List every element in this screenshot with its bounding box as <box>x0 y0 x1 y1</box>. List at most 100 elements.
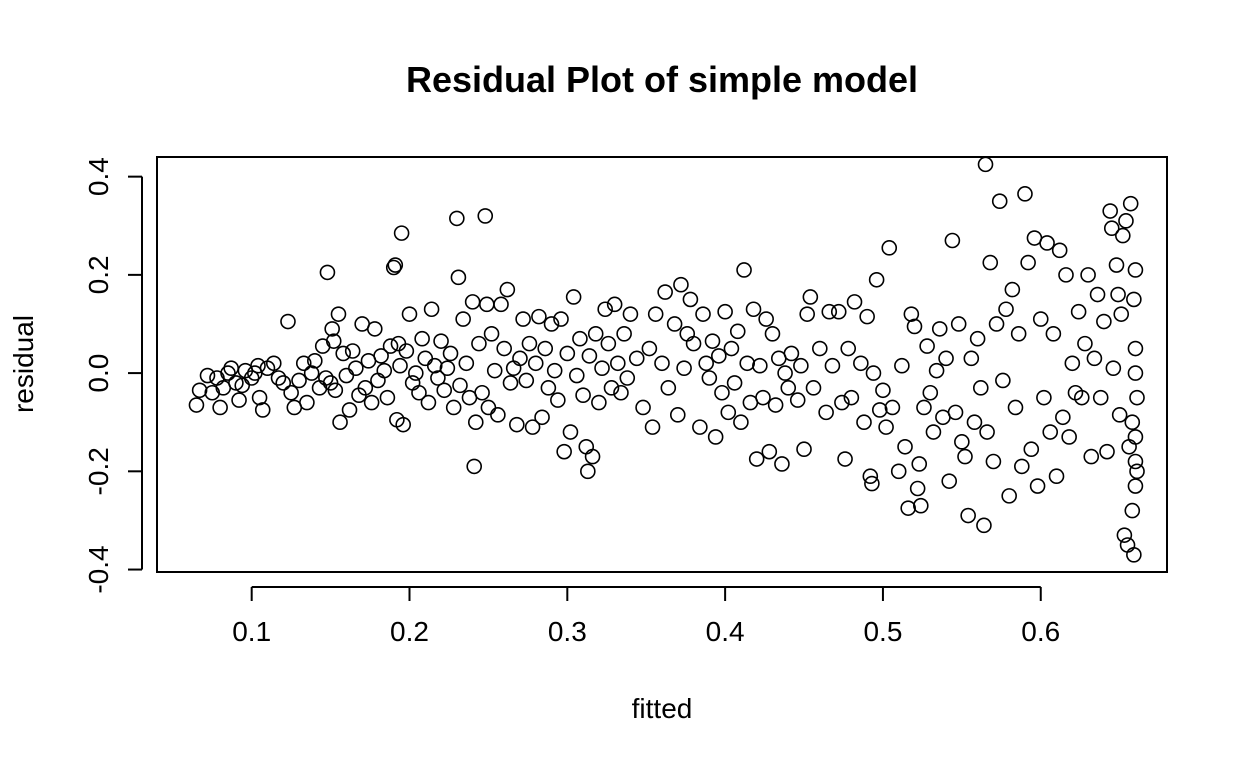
y-tick-label: 0.0 <box>83 354 114 393</box>
x-tick-label: 0.5 <box>863 616 902 647</box>
y-axis-label: residual <box>8 315 39 413</box>
data-point <box>204 384 221 401</box>
data-point <box>188 397 205 413</box>
data-point <box>805 380 822 396</box>
data-point <box>455 311 471 327</box>
data-point <box>357 380 374 396</box>
data-point <box>977 156 994 173</box>
data-point <box>223 360 239 376</box>
data-point <box>991 193 1008 210</box>
data-point <box>1014 458 1030 475</box>
data-point <box>666 316 683 332</box>
data-point <box>998 301 1014 318</box>
data-point <box>251 389 268 406</box>
data-point <box>1127 365 1144 381</box>
data-point <box>486 362 503 379</box>
data-point <box>467 414 484 431</box>
data-point <box>957 448 973 465</box>
data-point <box>1127 453 1144 470</box>
data-point <box>909 480 926 497</box>
data-point <box>963 350 980 367</box>
data-point <box>420 394 437 411</box>
data-point <box>423 301 440 318</box>
data-point <box>717 303 733 320</box>
data-point <box>862 468 879 485</box>
data-point <box>565 289 582 305</box>
data-point <box>559 345 576 362</box>
x-tick-label: 0.6 <box>1021 616 1060 647</box>
data-point <box>954 434 970 450</box>
data-point <box>761 443 778 460</box>
data-point <box>496 340 512 357</box>
data-point <box>499 281 516 298</box>
data-point <box>518 372 535 389</box>
data-point <box>736 262 752 278</box>
data-point <box>711 348 727 364</box>
data-point <box>911 456 928 472</box>
data-point <box>1064 355 1081 372</box>
data-point <box>390 335 407 352</box>
data-point <box>660 380 677 396</box>
data-point <box>477 208 494 224</box>
data-point <box>944 232 961 249</box>
data-point <box>764 326 781 342</box>
y-tick-label: 0.4 <box>83 157 114 196</box>
data-point <box>505 360 522 376</box>
data-point <box>341 402 358 418</box>
data-point <box>606 296 623 313</box>
data-point <box>445 399 462 416</box>
data-point <box>1127 262 1144 278</box>
data-point <box>385 259 402 276</box>
data-point <box>1086 350 1103 367</box>
data-point <box>344 343 361 359</box>
data-point <box>479 296 495 313</box>
data-point <box>799 306 815 322</box>
data-point <box>1127 478 1144 494</box>
data-point <box>1051 242 1068 259</box>
data-point <box>466 458 483 475</box>
data-point <box>647 306 664 322</box>
data-point <box>802 289 819 305</box>
data-point <box>572 330 588 347</box>
data-point <box>701 370 718 386</box>
data-point <box>979 424 995 440</box>
data-point <box>327 382 344 399</box>
data-point <box>1032 311 1049 327</box>
data-point <box>868 271 885 288</box>
data-point <box>603 380 620 396</box>
data-point <box>1073 389 1090 406</box>
data-point <box>972 380 989 396</box>
data-point <box>714 384 730 401</box>
data-point <box>591 394 607 411</box>
chart-title: Residual Plot of simple model <box>406 59 918 100</box>
data-point <box>295 355 312 372</box>
data-point <box>502 375 519 391</box>
data-point <box>726 375 743 391</box>
data-point <box>270 370 287 386</box>
data-point <box>774 456 790 472</box>
data-point <box>408 365 424 381</box>
x-tick-label: 0.1 <box>232 616 271 647</box>
data-point <box>363 394 380 411</box>
data-point <box>540 380 557 396</box>
data-point <box>871 402 888 418</box>
data-point <box>748 451 765 467</box>
data-point <box>584 448 601 465</box>
data-point <box>1110 286 1126 303</box>
data-point <box>610 355 626 372</box>
data-point <box>894 357 910 374</box>
data-point <box>280 313 296 330</box>
data-point <box>985 453 1002 470</box>
data-point <box>464 294 481 310</box>
data-point <box>543 316 560 332</box>
data-point <box>314 338 331 354</box>
data-point <box>695 306 711 322</box>
data-point <box>1010 326 1027 342</box>
data-point <box>1029 478 1046 494</box>
data-point <box>1061 429 1077 445</box>
data-point <box>619 370 636 386</box>
data-point <box>875 382 891 399</box>
data-point <box>654 355 670 372</box>
data-point <box>884 399 901 416</box>
data-point <box>834 394 850 411</box>
